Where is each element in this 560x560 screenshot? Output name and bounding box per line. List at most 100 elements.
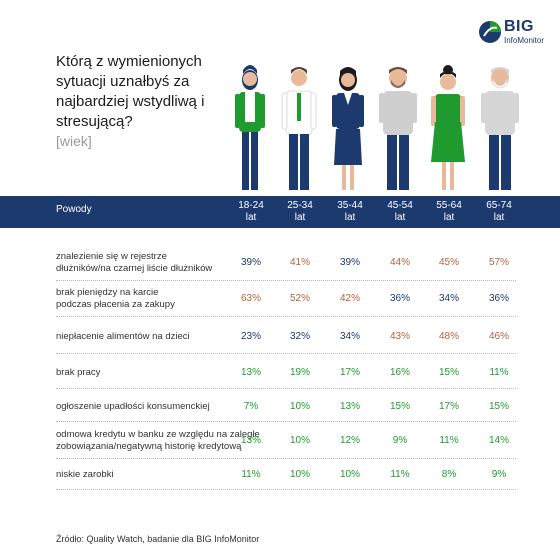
value-cell: 11% [439, 435, 459, 446]
value-cell: 10% [339, 469, 360, 480]
value-cell: 36% [488, 293, 509, 304]
column-header: 35-44 lat [330, 200, 370, 224]
row-label-line: brak pieniędzy na karcie [56, 287, 159, 298]
value-cell: 16% [389, 367, 410, 378]
value-cell: 14% [488, 435, 509, 446]
column-unit: lat [294, 212, 306, 223]
value-cell: 13% [339, 401, 360, 412]
row-label: niepłacenie alimentów na dzieci [56, 331, 190, 343]
value-cell: 41% [289, 257, 310, 268]
chart-title: Którą z wymienionych sytuacji uznałbyś z… [56, 53, 205, 130]
value-cell: 12% [339, 435, 360, 446]
table-row: odmowa kredytu w banku ze względu na zal… [56, 424, 516, 459]
figure-18-24 [235, 65, 265, 190]
figure-45-54 [379, 67, 417, 190]
column-header: 55-64 lat [429, 200, 469, 224]
column-header: 45-54 lat [380, 200, 420, 224]
row-label: niskie zarobki [56, 469, 114, 481]
table-row: niepłacenie alimentów na dzieci 23% 32% 34%… [56, 320, 516, 354]
value-cell: 39% [240, 257, 261, 268]
table-row: brak pracy 13% 19% 17% 16% 15% 11% [56, 357, 516, 389]
row-label: brak pieniędzy na karcie podczas płacenia… [56, 287, 175, 311]
column-header: 25-34 lat [280, 200, 320, 224]
value-cell: 34% [339, 331, 360, 342]
row-label: brak pracy [56, 367, 100, 379]
value-cell: 43% [389, 331, 410, 342]
column-unit: lat [493, 212, 505, 223]
column-age: 25-34 [287, 200, 313, 211]
value-cell: 15% [389, 401, 410, 412]
value-cell: 52% [289, 293, 310, 304]
value-cell: 11% [241, 469, 261, 480]
figure-65-74 [481, 67, 519, 190]
source-footer: Źródło: Quality Watch, badanie dla BIG I… [56, 534, 260, 544]
column-header: 18-24 lat [231, 200, 271, 224]
value-cell: 45% [438, 257, 459, 268]
age-figures [235, 65, 519, 190]
value-cell: 44% [389, 257, 410, 268]
row-header-label: Powody [56, 204, 92, 215]
value-cell: 10% [289, 401, 310, 412]
column-age: 65-74 [486, 200, 512, 211]
value-cell: 17% [438, 401, 459, 412]
row-label-line: niepłacenie alimentów na dzieci [56, 331, 190, 342]
value-cell: 57% [488, 257, 509, 268]
value-cell: 17% [339, 367, 360, 378]
column-age: 45-54 [387, 200, 413, 211]
row-label-line: brak pracy [56, 367, 101, 378]
figure-25-34 [281, 67, 317, 190]
value-cell: 42% [339, 293, 360, 304]
value-cell: 9% [392, 435, 408, 446]
row-label-line: ogłoszenie upadłości konsumenckiej [56, 401, 210, 412]
column-unit: lat [443, 212, 455, 223]
column-unit: lat [394, 212, 406, 223]
value-cell: 46% [488, 331, 509, 342]
column-age: 35-44 [337, 200, 363, 211]
value-cell: 10% [289, 469, 310, 480]
table-row: niskie zarobki 11% 10% 10% 11% 8% 9% [56, 461, 516, 490]
row-label: ogłoszenie upadłości konsumenckiej [56, 401, 210, 413]
table-header: Powody 18-24 lat 25-34 lat 35-44 lat 45-54 lat 5… [0, 196, 560, 228]
logo-subtext: InfoMonitor [504, 36, 545, 45]
row-label-line: podczas płacenia za zakupy [56, 299, 175, 310]
value-cell: 8% [441, 469, 457, 480]
big-infomonitor-logo: BIG InfoMonitor [478, 18, 546, 50]
value-cell: 39% [339, 257, 360, 268]
value-cell: 7% [243, 401, 259, 412]
value-cell: 15% [488, 401, 509, 412]
logo-mark-icon [479, 21, 501, 43]
row-label: odmowa kredytu w banku ze względu na zal… [56, 429, 260, 453]
column-unit: lat [245, 212, 257, 223]
figure-35-44 [332, 67, 364, 190]
table-row: brak pieniędzy na karcie podczas płacenia… [56, 281, 516, 317]
value-cell: 13% [240, 435, 261, 446]
row-label-line: niskie zarobki [56, 469, 114, 480]
column-unit: lat [344, 212, 356, 223]
chart-subtitle: [wiek] [56, 133, 92, 149]
figure-55-64 [431, 65, 465, 190]
row-label-line: odmowa kredytu w banku ze względu na zal… [56, 429, 260, 440]
value-cell: 11% [390, 469, 410, 480]
row-label-line: znalezienie się w rejestrze [56, 251, 167, 262]
value-cell: 19% [289, 367, 310, 378]
value-cell: 34% [438, 293, 459, 304]
table-row: znalezienie się w rejestrze dłużników/na … [56, 246, 516, 281]
row-label-line: zobowiązania/negatywną historię kredytow… [56, 441, 242, 452]
value-cell: 36% [389, 293, 410, 304]
value-cell: 9% [491, 469, 507, 480]
value-cell: 48% [438, 331, 459, 342]
logo-text: BIG [504, 18, 534, 35]
value-cell: 10% [289, 435, 310, 446]
table-row: ogłoszenie upadłości konsumenckiej 7% 10% 1… [56, 392, 516, 422]
column-age: 18-24 [238, 200, 264, 211]
value-cell: 15% [438, 367, 459, 378]
column-header: 65-74 lat [479, 200, 519, 224]
row-label: znalezienie się w rejestrze dłużników/na … [56, 251, 212, 275]
row-label-line: dłużników/na czarnej liście dłużników [56, 263, 213, 274]
value-cell: 23% [240, 331, 261, 342]
value-cell: 32% [289, 331, 310, 342]
value-cell: 63% [240, 293, 261, 304]
value-cell: 13% [240, 367, 261, 378]
value-cell: 11% [489, 367, 509, 378]
column-age: 55-64 [436, 200, 462, 211]
